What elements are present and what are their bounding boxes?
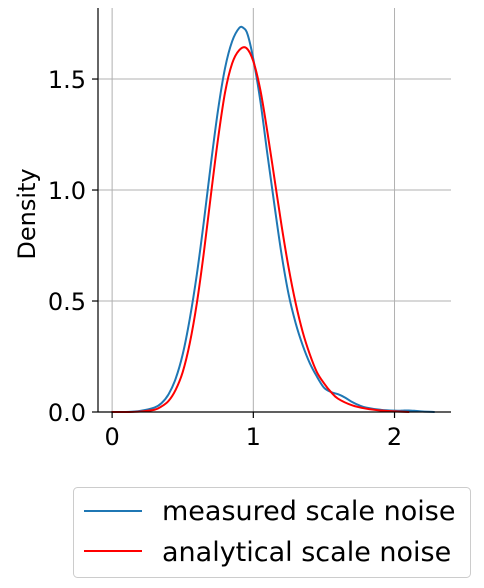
legend: measured scale noise analytical scale no… (73, 487, 471, 578)
plot-curves (111, 25, 436, 413)
x-tick-label: 1 (246, 423, 261, 451)
legend-label-analytical: analytical scale noise (162, 537, 451, 568)
y-axis-title: Density (13, 168, 41, 259)
axes (97, 8, 451, 413)
y-tick-label: 0.0 (48, 399, 86, 427)
y-tick-label: 1.0 (48, 177, 86, 205)
x-tick-label: 2 (387, 423, 402, 451)
legend-frame (73, 487, 471, 578)
x-tick-label: 0 (104, 423, 119, 451)
legend-label-measured: measured scale noise (162, 496, 455, 527)
y-tick-label: 0.5 (48, 288, 86, 316)
series-line-analytical-scale-noise (111, 46, 410, 413)
ticks: 0 1 2 0.0 0.5 1.0 1.5 (48, 66, 402, 451)
series-line-measured-scale-noise (111, 25, 436, 413)
y-tick-label: 1.5 (48, 66, 86, 94)
